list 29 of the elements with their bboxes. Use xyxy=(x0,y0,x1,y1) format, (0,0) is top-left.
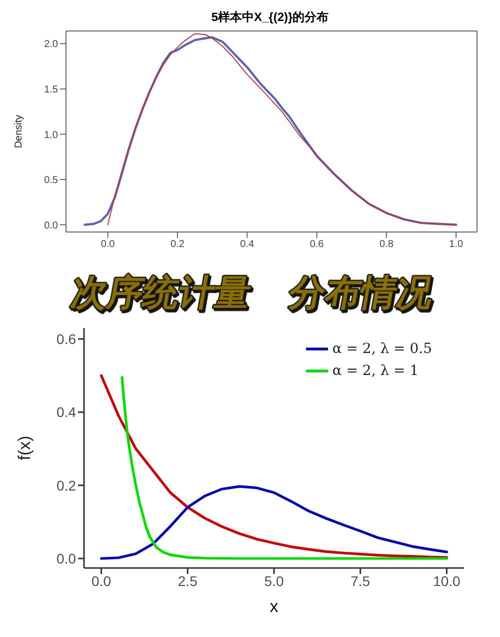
y-axis-title: Density xyxy=(14,114,25,148)
text: 分布情况 xyxy=(284,271,436,314)
x-tick-label: 1.0 xyxy=(449,239,464,250)
x-tick-label: 0.4 xyxy=(240,239,255,250)
y-tick-label: 0.0 xyxy=(56,550,76,566)
y-axis-title: f(x) xyxy=(15,436,34,460)
y-tick-label: 1.0 xyxy=(44,130,58,141)
legend-label: α = 2, λ = 1 xyxy=(332,363,419,380)
x-tick-label: 0.0 xyxy=(100,239,116,250)
y-tick-label: 0.2 xyxy=(56,477,76,494)
y-tick-label: 0.0 xyxy=(44,220,58,232)
x-tick-label: 2.5 xyxy=(178,572,198,589)
x-tick-label: 0.0 xyxy=(92,572,112,589)
x-tick-label: 10.0 xyxy=(433,572,461,589)
y-tick-label: 0.5 xyxy=(44,175,58,186)
y-tick-label: 0.6 xyxy=(56,330,76,347)
x-tick-label: 5.0 xyxy=(264,572,284,589)
x-tick-label: 0.6 xyxy=(310,239,324,250)
x-axis-title: x xyxy=(270,597,279,616)
chart-title: 5样本中X_{(2)}的分布 xyxy=(210,9,330,26)
y-tick-label: 2.0 xyxy=(44,39,58,50)
x-tick-label: 0.2 xyxy=(170,239,185,250)
y-tick-label: 1.5 xyxy=(44,84,58,96)
x-tick-label: 7.5 xyxy=(350,572,370,589)
y-tick-label: 0.4 xyxy=(56,404,76,420)
x-tick-label: 0.8 xyxy=(379,239,394,250)
legend-label: α = 2, λ = 0.5 xyxy=(332,341,432,358)
line-series xyxy=(100,485,448,560)
text: 次序统计量 xyxy=(68,271,254,314)
